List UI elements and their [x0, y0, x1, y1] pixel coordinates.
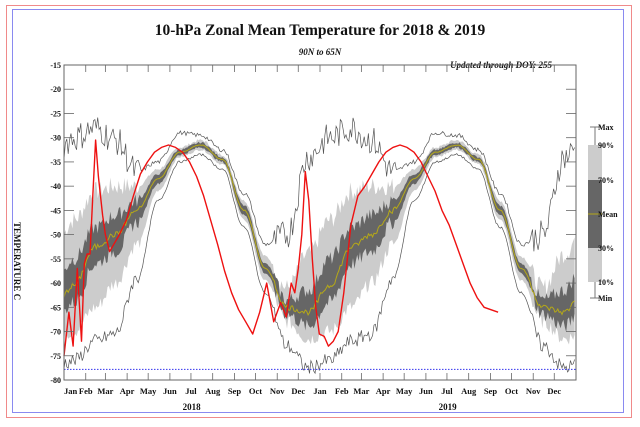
legend-label: 70%	[598, 176, 614, 185]
x-tick-label: Feb	[335, 386, 349, 396]
min-line	[63, 153, 575, 375]
x-tick-label: Jun	[419, 386, 433, 396]
x-tick-label: Mar	[97, 386, 113, 396]
y-tick-label: -70	[50, 328, 61, 337]
x-tick-label: Mar	[353, 386, 369, 396]
x-tick-label: Apr	[120, 386, 135, 396]
inner-border	[12, 9, 624, 413]
x-tick-label: Jun	[163, 386, 177, 396]
y-tick-label: -50	[50, 231, 61, 240]
y-tick-label: -55	[50, 255, 61, 264]
x-tick-label: Feb	[79, 386, 93, 396]
y-tick-label: -40	[50, 182, 61, 191]
legend-label: 30%	[598, 244, 614, 253]
mean-line	[63, 144, 575, 317]
legend-label: Mean	[598, 210, 618, 219]
x-tick-label: Sep	[228, 386, 242, 396]
y-tick-label: -45	[50, 206, 61, 215]
chart-title: 10-hPa Zonal Mean Temperature for 2018 &…	[154, 22, 486, 39]
year-label: 2018	[183, 402, 202, 412]
x-tick-label: Aug	[461, 386, 477, 396]
x-tick-label: Dec	[291, 386, 305, 396]
y-tick-label: -75	[50, 352, 61, 361]
x-tick-label: Dec	[547, 386, 561, 396]
band-30-70	[64, 141, 575, 333]
chart-subtitle: 90N to 65N	[298, 47, 342, 57]
x-tick-label: Sep	[484, 386, 498, 396]
y-tick-label: -65	[50, 303, 61, 312]
x-tick-label: Oct	[249, 386, 262, 396]
legend: Max 90% 70% Mean 30% 10% Min	[588, 123, 618, 303]
y-tick-label: -20	[50, 85, 61, 94]
x-tick-label: Apr	[376, 386, 391, 396]
observed-line	[63, 139, 499, 356]
max-line	[63, 117, 575, 252]
y-tick-label: -60	[50, 279, 61, 288]
axes: -15 -20 -25 -30 -35 -40 -45 -50 -55 -60 -65 -70 -75 -…	[50, 61, 577, 412]
x-tick-label: Jan	[64, 386, 78, 396]
y-tick-label: -15	[50, 61, 61, 70]
x-tick-label: May	[396, 386, 413, 396]
y-tick-label: -30	[50, 134, 61, 143]
y-tick-label: -25	[50, 109, 61, 118]
band-10-90	[64, 139, 575, 345]
series-lines	[63, 117, 576, 375]
x-tick-label: Aug	[205, 386, 221, 396]
legend-label: Min	[598, 294, 613, 303]
x-tick-label: Nov	[270, 386, 285, 396]
legend-label: 90%	[598, 141, 614, 150]
legend-label: 10%	[598, 278, 614, 287]
x-tick-label: Jul	[441, 386, 453, 396]
outer-border	[6, 5, 632, 418]
year-label: 2019	[439, 402, 458, 412]
climatology-bands	[64, 139, 575, 345]
x-tick-label: Jul	[185, 386, 197, 396]
x-tick-label: Nov	[526, 386, 541, 396]
x-tick-label: May	[140, 386, 157, 396]
x-tick-label: Jan	[313, 386, 327, 396]
legend-label: Max	[598, 123, 614, 132]
y-tick-label: -35	[50, 158, 61, 167]
y-tick-label: -80	[50, 376, 61, 385]
x-tick-label: Oct	[505, 386, 518, 396]
